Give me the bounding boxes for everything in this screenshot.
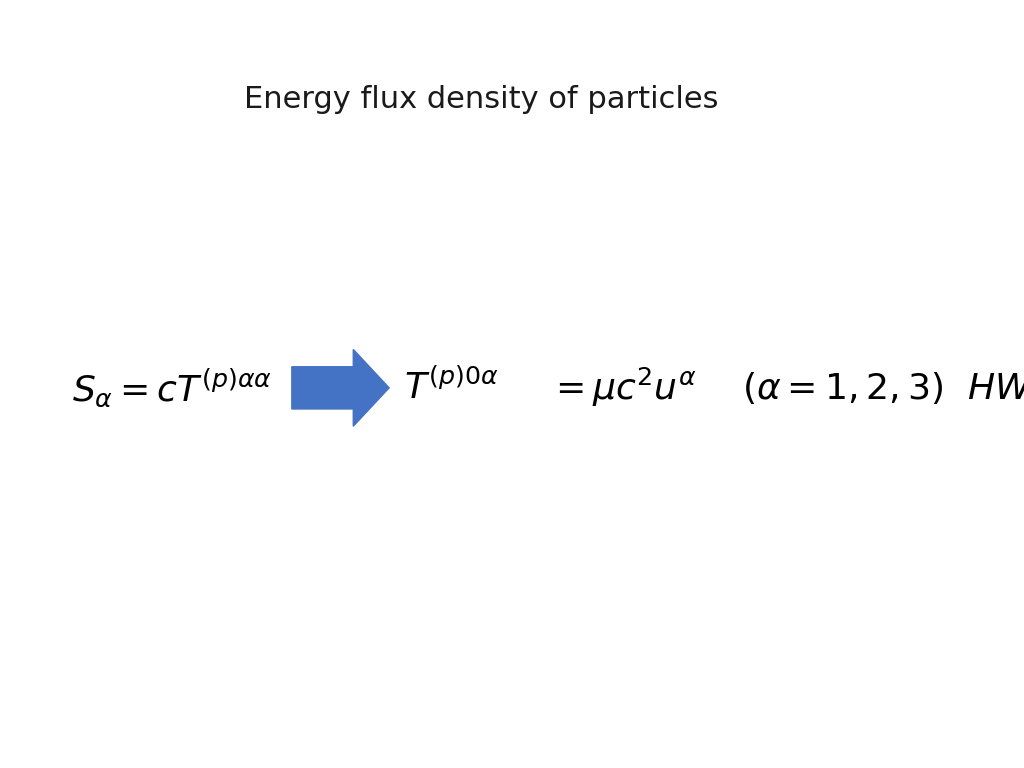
Text: $T^{(p)0\alpha}$: $T^{(p)0\alpha}$ [404, 369, 499, 406]
FancyArrow shape [292, 349, 389, 426]
Text: $(\alpha = 1,2,3)$  $HW$: $(\alpha = 1,2,3)$ $HW$ [742, 370, 1024, 406]
Text: $S_{\alpha} = cT^{(p)\alpha\alpha}$: $S_{\alpha} = cT^{(p)\alpha\alpha}$ [72, 366, 271, 409]
Text: Energy flux density of particles: Energy flux density of particles [244, 85, 719, 114]
Text: $= \mu c^{2} u^{\alpha}$: $= \mu c^{2} u^{\alpha}$ [548, 366, 696, 409]
